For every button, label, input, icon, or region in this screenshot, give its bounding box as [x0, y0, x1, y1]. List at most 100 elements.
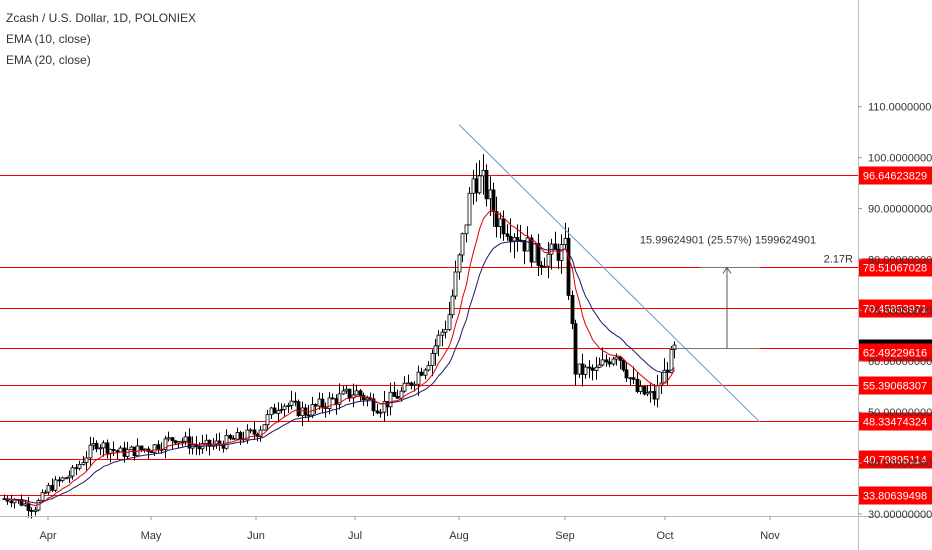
candle-body: [23, 503, 28, 506]
candle-body: [156, 444, 161, 451]
candle-body: [289, 400, 294, 406]
candle-body: [272, 407, 277, 414]
measure-tool[interactable]: 15.99624901 (25.57%) 1599624901 2.17R: [640, 235, 853, 349]
candle-body: [488, 189, 493, 200]
candle-body: [430, 353, 435, 366]
candle-body: [60, 477, 65, 481]
candle-body: [235, 432, 240, 440]
candle-body: [570, 295, 575, 325]
legend: Zcash / U.S. Dollar, 1D, POLONIEX EMA (1…: [6, 8, 196, 71]
candle-body: [631, 377, 636, 380]
candle-body: [371, 398, 376, 412]
y-tick-label: 30.00000000: [868, 509, 932, 521]
x-tick-label: Jul: [348, 530, 362, 542]
level-price-tag: [859, 299, 932, 318]
candle-body: [542, 265, 547, 268]
candle-body: [559, 244, 564, 261]
candle-body: [426, 365, 431, 371]
candle-body: [94, 442, 99, 450]
candle-body: [607, 361, 612, 365]
candle-body: [635, 378, 640, 392]
candle-body: [645, 392, 650, 395]
candle-body: [64, 477, 69, 480]
legend-ema10[interactable]: EMA (10, close): [6, 32, 91, 46]
candle-body: [406, 382, 411, 385]
candle-body: [669, 349, 674, 373]
candle-body: [423, 369, 428, 376]
level-price-tag: [859, 258, 932, 277]
candle-body: [388, 391, 393, 408]
candle-body: [515, 237, 520, 241]
candle-body: [115, 450, 120, 453]
candle-body: [642, 386, 647, 395]
candle-body: [628, 377, 633, 380]
level-price-tag: [859, 376, 932, 395]
x-tick-label: Apr: [39, 530, 56, 542]
candle-body: [173, 440, 178, 444]
candle-body: [245, 429, 250, 441]
candle-body: [118, 447, 123, 453]
candle-body: [81, 462, 86, 465]
candle-body: [293, 400, 298, 403]
horizontal-levels[interactable]: 96.6462382978.5106702870.4585397162.6170…: [0, 166, 932, 505]
candle-body: [330, 397, 335, 400]
legend-symbol[interactable]: Zcash / U.S. Dollar, 1D, POLONIEX: [6, 11, 197, 25]
candle-body: [265, 414, 270, 426]
candle-body: [361, 394, 366, 401]
candle-body: [341, 390, 346, 395]
candle-body: [310, 404, 315, 416]
candle-body: [395, 396, 400, 399]
candle-body: [29, 510, 34, 512]
candle-body: [180, 440, 185, 443]
candle-body: [436, 334, 441, 347]
candle-body: [279, 408, 284, 411]
y-tick-label: 60.00000000: [868, 356, 932, 368]
ema-price-label: 62.49229616: [863, 348, 927, 360]
candle-body: [583, 366, 588, 375]
candle-body: [163, 438, 168, 450]
candle-body: [33, 509, 38, 512]
candle-body: [258, 429, 263, 437]
candle-body: [611, 358, 616, 365]
measure-ratio-label: 2.17R: [824, 254, 853, 266]
candle-body: [228, 435, 233, 439]
candle-body: [347, 388, 352, 399]
candle-body: [440, 331, 445, 336]
candle-body: [467, 192, 472, 226]
legend-ema20[interactable]: EMA (20, close): [6, 53, 91, 67]
candle-body: [536, 243, 541, 266]
candle-body: [621, 359, 626, 371]
candle-body: [344, 388, 349, 392]
candle-body: [40, 492, 45, 501]
candle-body: [392, 391, 397, 397]
candle-body: [577, 363, 582, 375]
candle-body: [409, 382, 414, 386]
trendline[interactable]: [458, 124, 761, 423]
candle-body: [481, 169, 486, 177]
candle-body: [327, 397, 332, 409]
candle-body: [563, 237, 568, 245]
candle-body: [501, 218, 506, 235]
candle-body: [416, 371, 421, 385]
x-tick-label: Nov: [760, 530, 780, 542]
candle-body: [600, 359, 605, 366]
y-tick-label: 50.00000000: [868, 407, 932, 419]
candle-body: [129, 446, 134, 451]
candle-body: [43, 491, 48, 494]
candle-body: [77, 464, 82, 469]
candle-body: [9, 500, 14, 504]
y-tick-label: 100.00000000: [868, 153, 932, 165]
candle-body: [655, 384, 660, 400]
level-price-label: 40.79895114: [863, 455, 926, 467]
candle-body: [70, 467, 75, 477]
candle-body: [529, 237, 534, 263]
candle-body: [296, 401, 301, 417]
candle-body: [207, 439, 212, 447]
x-tick-label: Aug: [449, 530, 469, 542]
trendline-layer[interactable]: [458, 124, 761, 423]
candle-body: [84, 457, 89, 463]
candle-body: [491, 189, 496, 213]
candle-body: [262, 424, 267, 431]
level-price-tag: [859, 166, 932, 185]
